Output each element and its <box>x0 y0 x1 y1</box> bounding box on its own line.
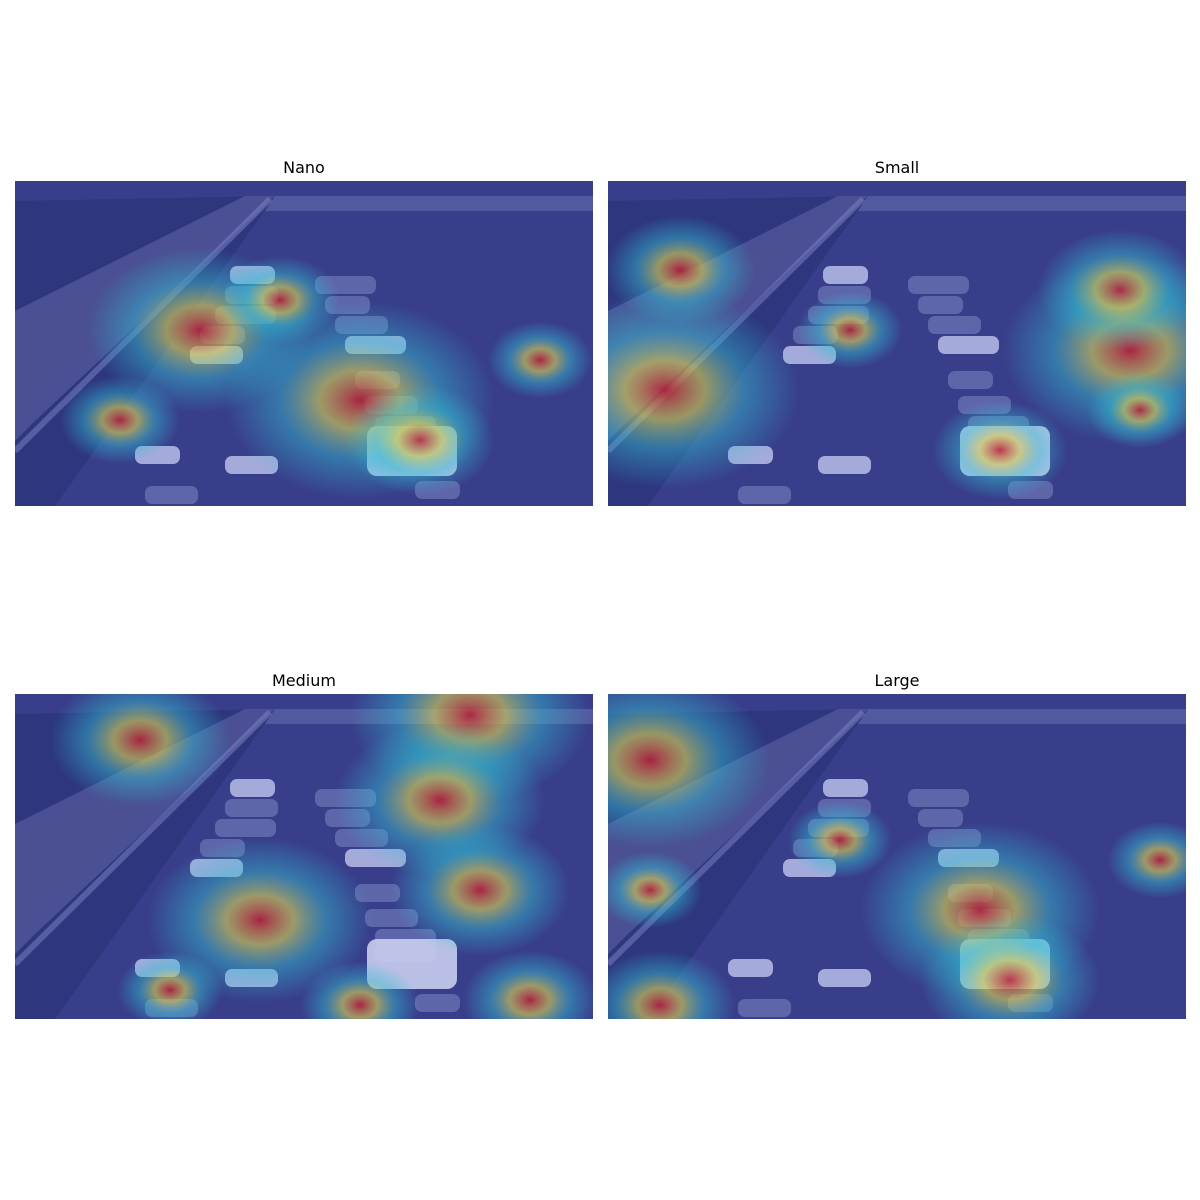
colormap-tint <box>15 181 593 506</box>
car <box>145 486 198 504</box>
car <box>938 336 999 354</box>
colormap-tint <box>608 181 1186 506</box>
car <box>823 779 868 797</box>
heat-spot <box>920 914 1100 1019</box>
car <box>928 316 981 334</box>
heat-spot <box>300 961 420 1019</box>
far-road <box>858 709 1186 724</box>
heat-spot <box>608 291 800 489</box>
car <box>908 789 969 807</box>
car <box>818 456 871 474</box>
heat-spot <box>608 694 770 848</box>
heat-spot <box>390 824 570 956</box>
heatmap-image <box>608 694 1186 1019</box>
panel-title: Nano <box>283 158 325 177</box>
heatmap-image <box>15 694 593 1019</box>
panel-title: Large <box>874 671 920 690</box>
road <box>15 196 275 441</box>
car <box>823 266 868 284</box>
heat-spot <box>462 950 593 1019</box>
car <box>818 969 871 987</box>
heat-spot <box>220 256 340 344</box>
road <box>15 709 275 954</box>
heat-spot <box>608 851 703 929</box>
car <box>738 486 791 504</box>
heat-spot <box>787 801 893 879</box>
heat-spot <box>50 694 230 806</box>
heat-spot <box>1037 229 1186 351</box>
colormap-tint <box>15 694 593 1019</box>
heat-spot <box>1107 821 1186 899</box>
heat-spot <box>932 400 1068 500</box>
car <box>728 959 773 977</box>
heat-spot <box>608 950 735 1019</box>
car <box>918 809 963 827</box>
panel-title: Small <box>874 158 920 177</box>
car <box>225 799 278 817</box>
heat-spot <box>345 385 495 495</box>
car <box>738 999 791 1017</box>
car <box>948 371 993 389</box>
panel-title: Medium <box>272 671 336 690</box>
car <box>215 819 276 837</box>
car <box>230 779 275 797</box>
car <box>415 994 460 1012</box>
heat-spot <box>117 951 223 1019</box>
heat-spot <box>797 291 903 369</box>
far-road <box>858 196 1186 211</box>
heat-spot <box>60 376 180 464</box>
car <box>918 296 963 314</box>
heatmap-image <box>608 181 1186 506</box>
heatmap-image <box>15 181 593 506</box>
colormap-tint <box>608 694 1186 1019</box>
heat-spot <box>487 321 593 399</box>
heat-spot <box>1087 371 1186 449</box>
heat-spot <box>608 215 755 325</box>
car <box>908 276 969 294</box>
far-road <box>265 196 593 211</box>
